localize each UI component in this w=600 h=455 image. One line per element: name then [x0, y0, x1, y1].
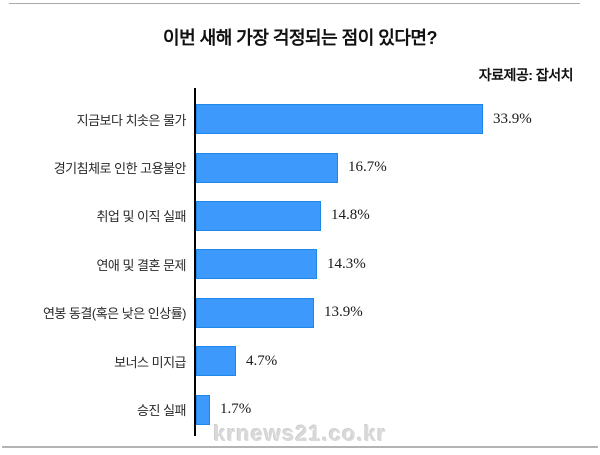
bar — [196, 346, 236, 377]
bar — [196, 394, 210, 425]
value-label: 14.3% — [327, 255, 366, 272]
category-label: 승진 실패 — [137, 403, 186, 419]
bar-row: 연애 및 결혼 문제 14.3% — [0, 240, 600, 288]
bar — [196, 200, 321, 231]
category-label: 경기침체로 인한 고용불안 — [53, 161, 187, 177]
bottom-divider — [2, 446, 598, 448]
bar — [196, 104, 483, 135]
bar-area: 4.7% — [196, 346, 600, 377]
category-label: 보너스 미지급 — [114, 354, 186, 370]
bar-rows: 지금보다 치솟은 물가 33.9% 경기침체로 인한 고용불안 16.7% 취업… — [0, 95, 600, 434]
y-axis-line — [194, 88, 196, 436]
category-label: 연봉 동결(혹은 낮은 인상률) — [42, 306, 187, 322]
bar-row: 연봉 동결(혹은 낮은 인상률) 13.9% — [0, 289, 600, 337]
bar — [196, 249, 317, 280]
value-label: 14.8% — [331, 207, 370, 224]
category-label: 취업 및 이직 실패 — [96, 209, 186, 225]
bar — [196, 297, 314, 328]
watermark-text: krnews21.co.kr — [213, 421, 387, 446]
bar-area: 14.3% — [196, 249, 600, 280]
bar-area: 33.9% — [196, 104, 600, 135]
category-label: 지금보다 치솟은 물가 — [76, 112, 187, 128]
bar-area: 16.7% — [196, 152, 600, 183]
chart-title: 이번 새해 가장 걱정되는 점이 있다면? — [163, 28, 437, 48]
bar-row: 지금보다 치솟은 물가 33.9% — [0, 95, 600, 143]
bar-area: 1.7% — [196, 394, 600, 425]
bar-row: 보너스 미지급 4.7% — [0, 337, 600, 385]
value-label: 33.9% — [493, 110, 532, 127]
value-label: 16.7% — [348, 159, 387, 176]
value-label: 13.9% — [324, 304, 363, 321]
category-label: 연애 및 결혼 문제 — [96, 257, 186, 273]
top-divider — [9, 3, 580, 4]
bar — [196, 152, 338, 183]
bar-row: 승진 실패 1.7% — [0, 385, 600, 433]
data-source-credit: 자료제공: 잡서치 — [478, 67, 574, 83]
horizontal-bar-chart: 지금보다 치솟은 물가 33.9% 경기침체로 인한 고용불안 16.7% 취업… — [0, 88, 600, 436]
bar-row: 취업 및 이직 실패 14.8% — [0, 192, 600, 240]
value-label: 1.7% — [220, 401, 252, 418]
value-label: 4.7% — [246, 352, 278, 369]
bar-area: 14.8% — [196, 200, 600, 231]
bar-row: 경기침체로 인한 고용불안 16.7% — [0, 143, 600, 191]
bar-area: 13.9% — [196, 297, 600, 328]
